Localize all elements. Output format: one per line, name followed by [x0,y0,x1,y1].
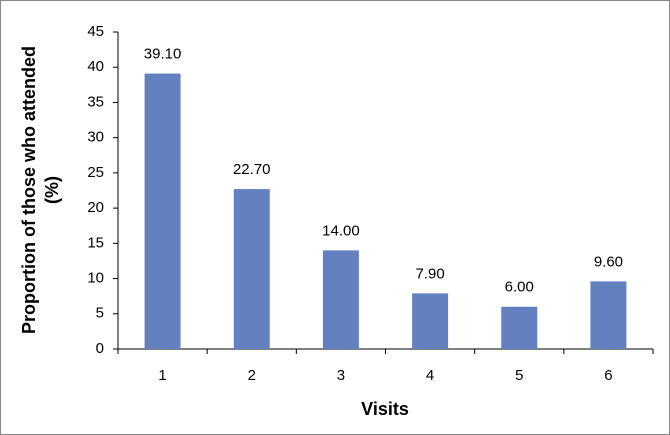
y-tick-label: 40 [87,58,104,75]
value-label: 6.00 [505,279,534,296]
x-tick-label: 6 [604,367,612,384]
x-tick-label: 3 [337,367,345,384]
value-label: 22.70 [233,161,271,178]
y-tick-label: 30 [87,129,104,146]
y-tick-label: 15 [87,234,104,251]
y-tick-label: 45 [87,23,104,40]
bar [322,250,359,349]
y-tick-label: 0 [96,340,104,357]
y-axis-title: (%) [42,176,62,204]
x-tick-label: 5 [515,367,523,384]
y-tick-label: 5 [96,305,104,322]
bar [590,281,627,349]
y-tick-label: 35 [87,93,104,110]
x-axis-title: Visits [361,399,409,419]
value-label: 14.00 [322,222,360,239]
value-label: 9.60 [594,253,623,270]
y-axis-title: Proportion of those who attended [19,46,39,334]
bar [501,306,538,349]
bar [144,73,181,349]
y-tick-label: 20 [87,199,104,216]
y-tick-label: 10 [87,270,104,287]
x-tick-label: 2 [248,367,256,384]
bar [412,293,449,349]
x-tick-label: 1 [158,367,166,384]
y-tick-label: 25 [87,164,104,181]
bar [233,189,270,349]
value-label: 39.10 [144,46,182,63]
value-label: 7.90 [415,265,444,282]
x-tick-label: 4 [426,367,434,384]
